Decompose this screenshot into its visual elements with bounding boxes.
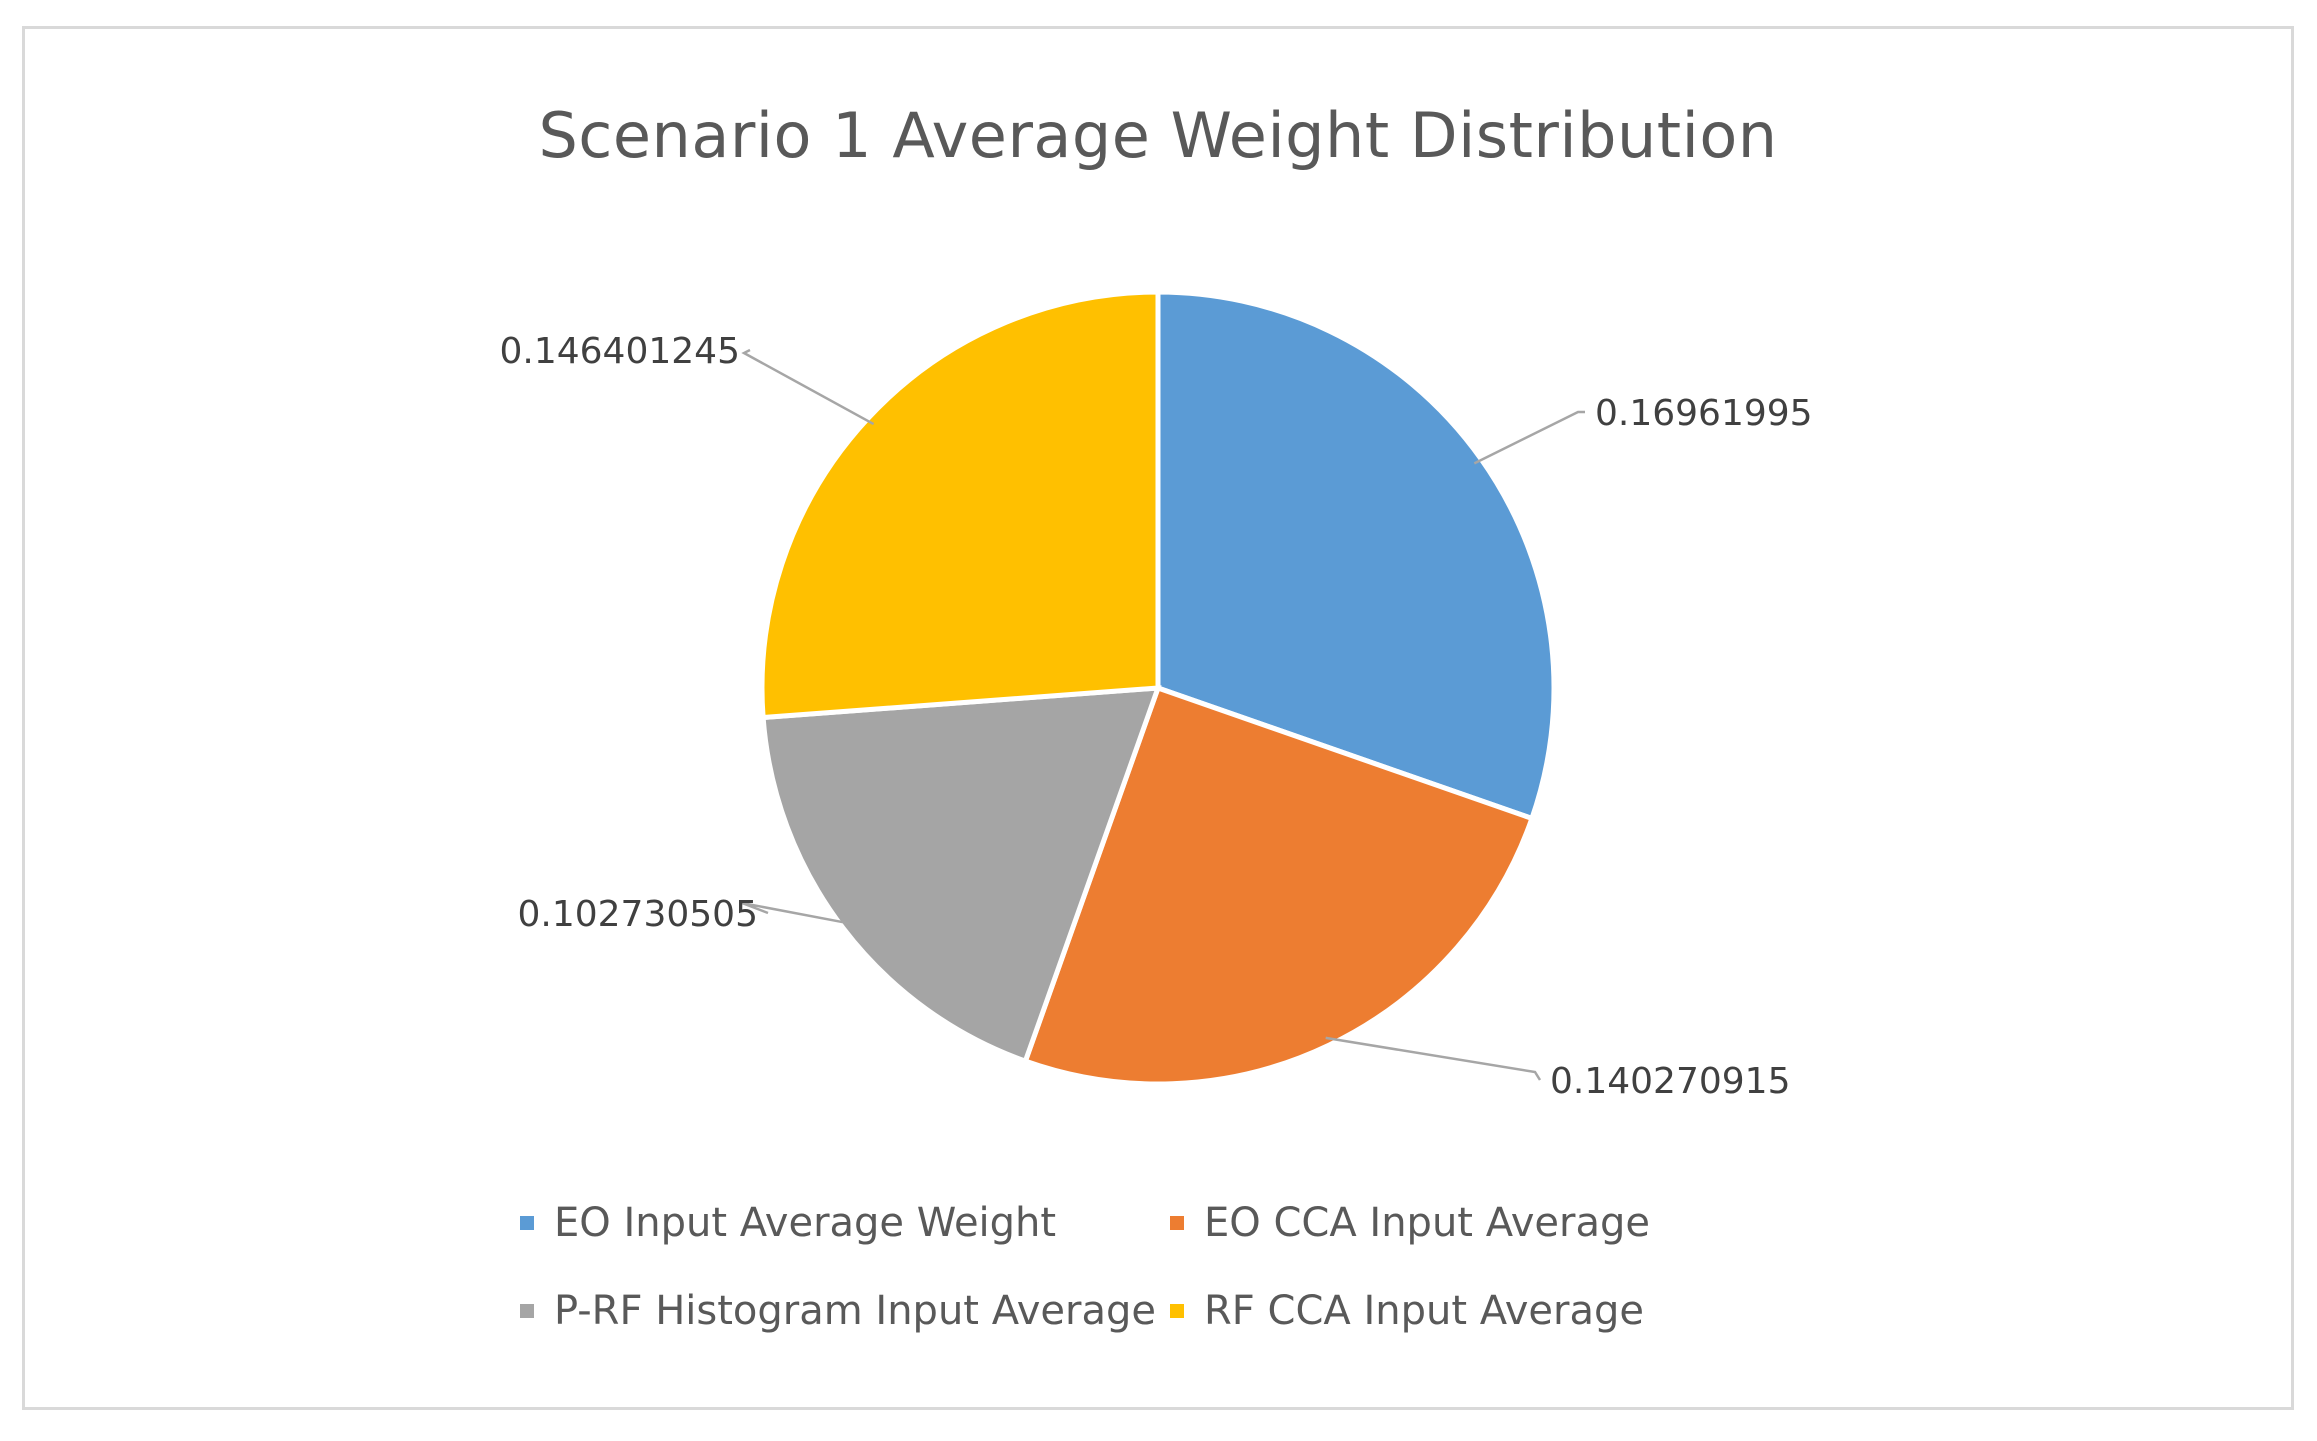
data-label: 0.102730505 — [518, 894, 759, 935]
legend-label: P-RF Histogram Input Average — [554, 1288, 1156, 1334]
legend-label: EO Input Average Weight — [554, 1200, 1057, 1246]
legend-label: RF CCA Input Average — [1204, 1288, 1644, 1334]
legend-item-eo-cca-input-average: EO CCA Input Average — [1170, 1200, 1650, 1246]
legend-item-eo-input-average-weight: EO Input Average Weight — [520, 1200, 1056, 1246]
leader-line — [741, 901, 850, 925]
leader-line — [741, 348, 875, 426]
data-label: 0.16961995 — [1595, 393, 1813, 434]
leader-line — [1325, 1036, 1542, 1081]
pie-slice-rf-cca-input-average — [759, 289, 1161, 721]
legend-label: EO CCA Input Average — [1204, 1200, 1650, 1246]
leader-line — [1473, 410, 1585, 465]
chart-title: Scenario 1 Average Weight Distribution — [538, 99, 1778, 172]
pie-slice-eo-input-average-weight — [1155, 289, 1557, 822]
data-label: 0.140270915 — [1550, 1061, 1791, 1102]
legend-swatch — [520, 1304, 534, 1318]
legend-swatch — [520, 1216, 534, 1230]
pie-slice-eo-cca-input-average — [1022, 684, 1536, 1087]
pie-slice-p-rf-histogram-input-average — [760, 685, 1162, 1065]
legend-item-p-rf-histogram-input-average: P-RF Histogram Input Average — [520, 1288, 1156, 1334]
legend-swatch — [1170, 1216, 1184, 1230]
legend-swatch — [1170, 1304, 1184, 1318]
legend-item-rf-cca-input-average: RF CCA Input Average — [1170, 1288, 1644, 1334]
data-label: 0.146401245 — [500, 331, 741, 372]
